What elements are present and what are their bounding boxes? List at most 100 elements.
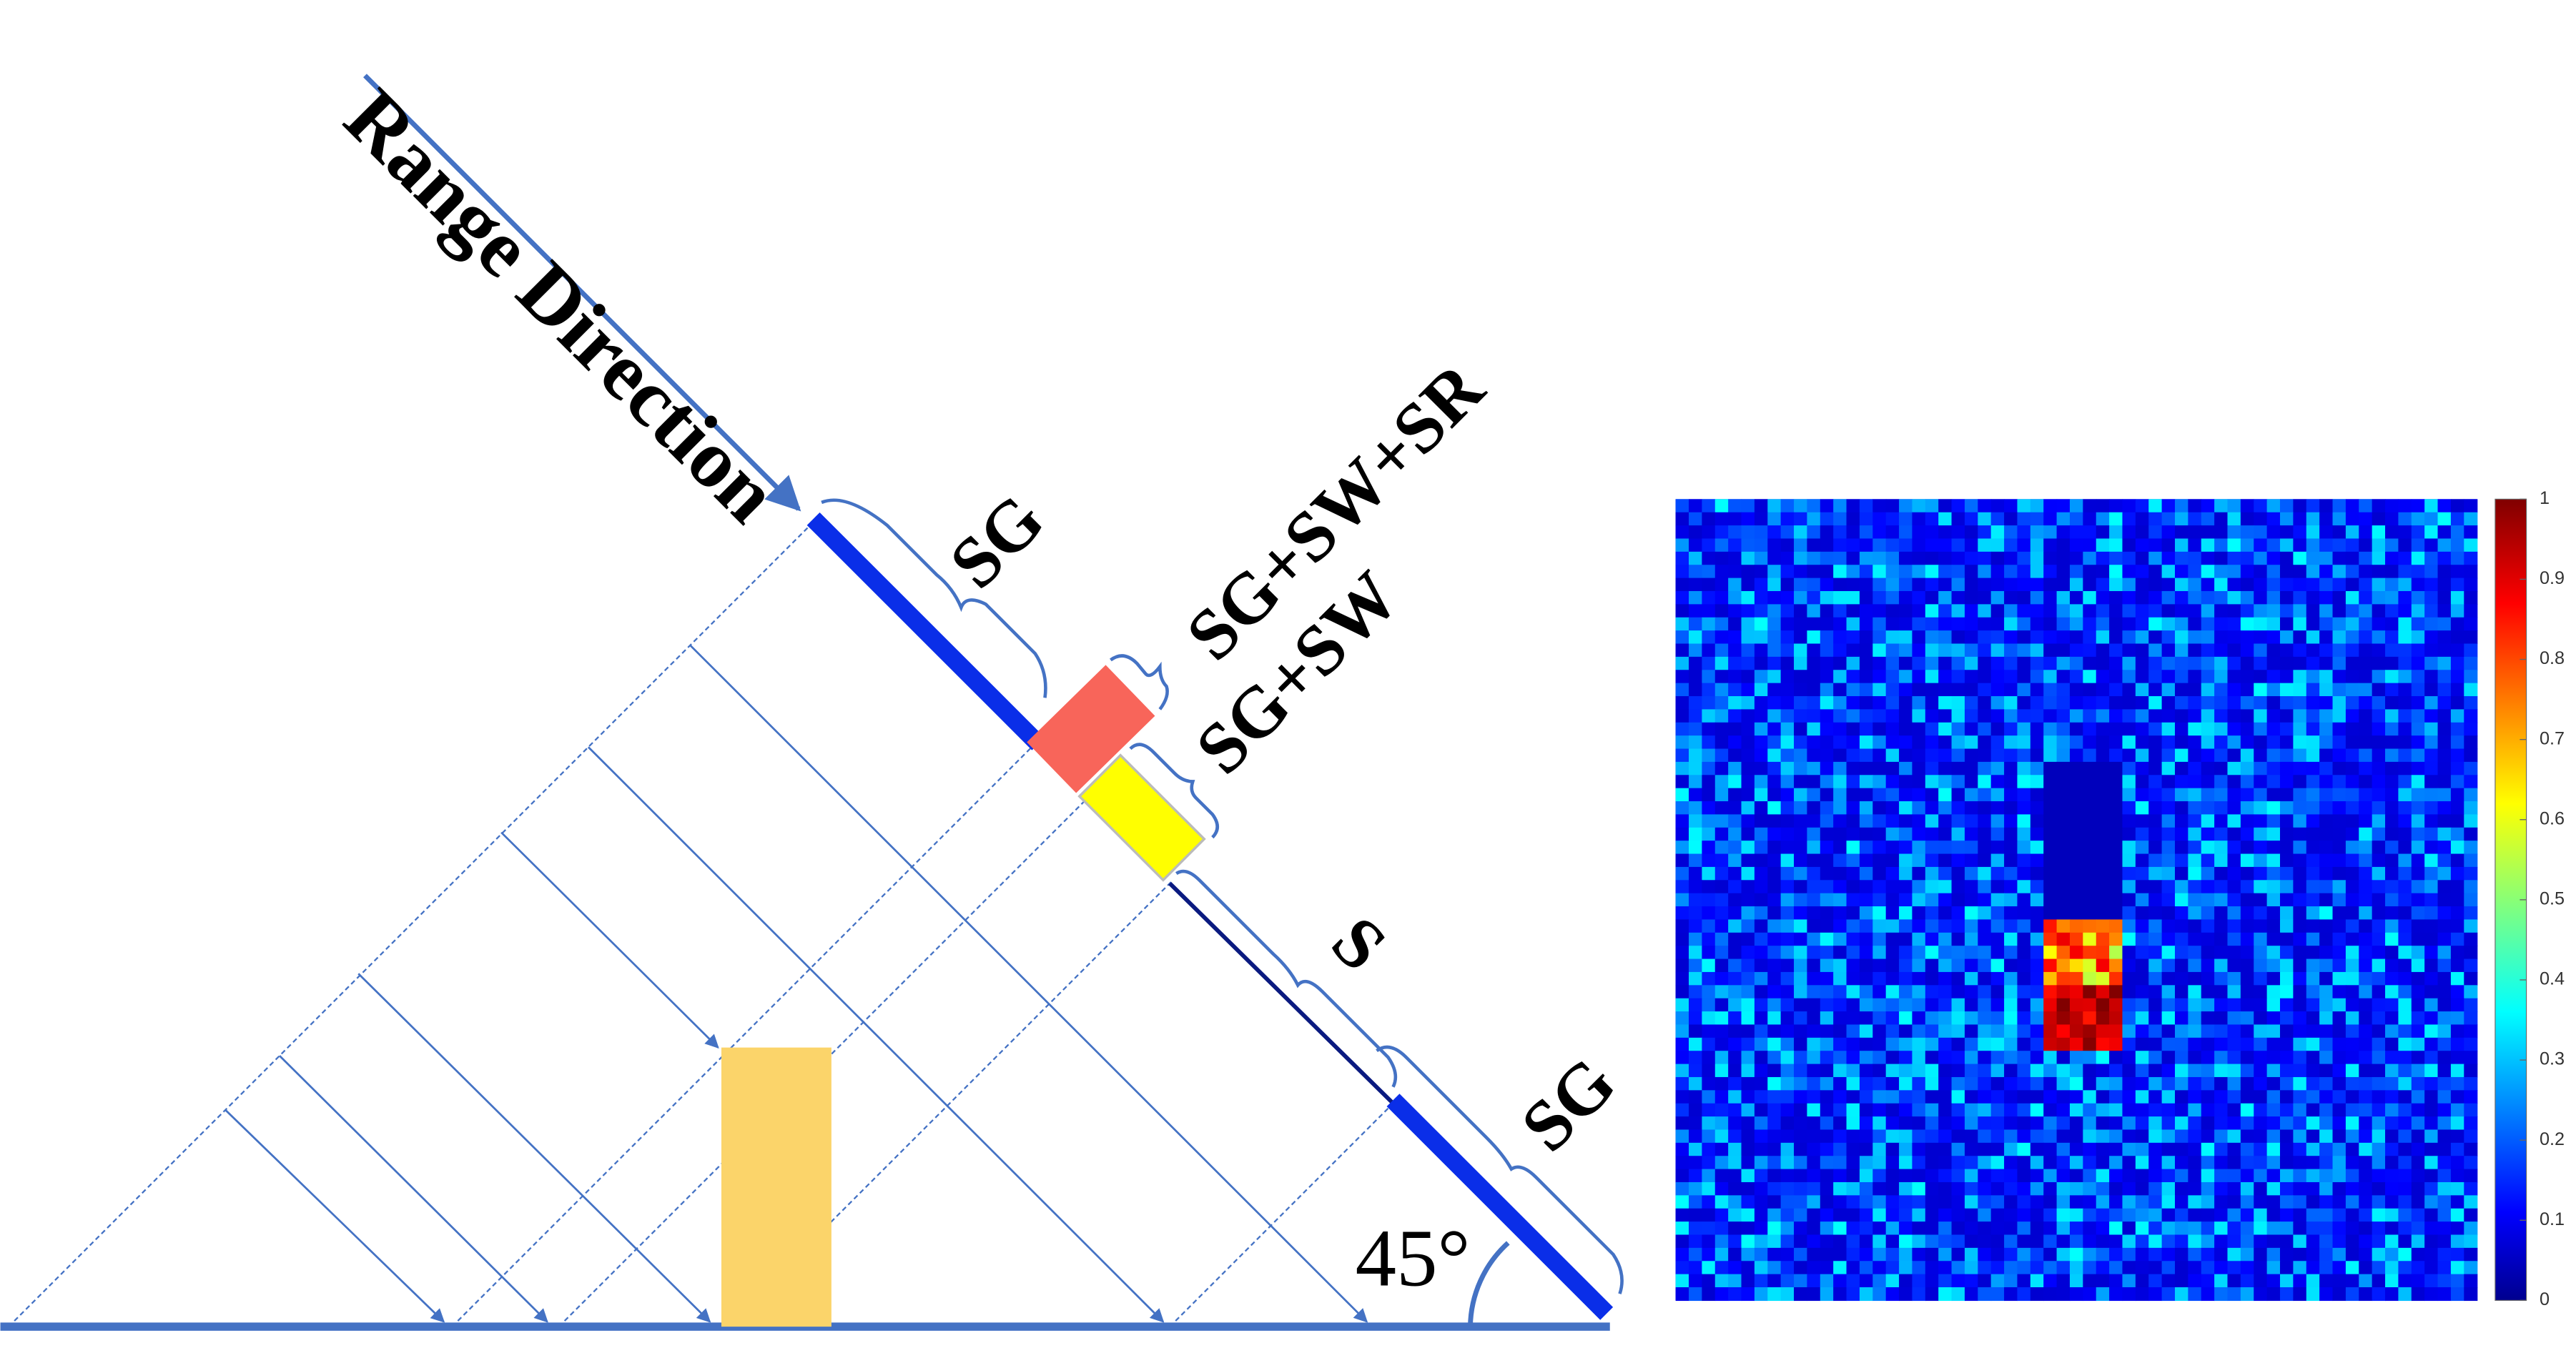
image-cell: [2096, 841, 2110, 855]
image-cell: [2174, 1090, 2189, 1104]
image-cell: [1938, 656, 1953, 670]
image-cell: [2332, 1090, 2346, 1104]
image-cell: [2109, 525, 2123, 540]
image-cell: [1978, 1195, 1992, 1209]
image-cell: [2227, 683, 2241, 697]
image-cell: [2227, 1024, 2241, 1039]
image-cell: [1754, 814, 1768, 828]
image-cell: [2148, 643, 2163, 658]
image-cell: [1912, 775, 1926, 789]
image-cell: [1741, 866, 1755, 881]
image-cell: [2083, 735, 2097, 750]
image-cell: [1872, 1181, 1887, 1196]
image-cell: [2306, 1274, 2320, 1288]
image-cell: [1899, 578, 1913, 592]
image-cell: [2450, 709, 2464, 723]
image-cell: [2411, 512, 2425, 526]
image-cell: [2161, 971, 2176, 986]
image-cell: [1912, 1195, 1926, 1209]
image-cell: [2411, 1181, 2425, 1196]
image-cell: [1990, 1234, 2005, 1249]
image-cell: [2450, 1037, 2464, 1051]
image-cell: [2411, 1129, 2425, 1144]
image-cell: [2372, 512, 2386, 526]
image-cell: [2135, 748, 2149, 763]
image-cell: [1714, 1181, 1729, 1196]
image-cell: [2359, 1024, 2373, 1039]
image-cell: [2359, 985, 2373, 999]
image-cell: [2293, 683, 2307, 697]
image-cell: [2332, 1169, 2346, 1183]
image-cell: [2109, 1247, 2123, 1262]
image-cell: [2122, 1037, 2136, 1051]
image-cell: [1794, 670, 1808, 684]
image-cell: [1833, 1116, 1847, 1131]
image-cell: [2096, 578, 2110, 592]
image-cell: [2372, 801, 2386, 816]
image-cell: [1794, 1156, 1808, 1170]
image-cell: [2385, 919, 2399, 933]
image-cell: [2227, 1156, 2241, 1170]
image-cell: [1964, 512, 1979, 526]
image-cell: [1689, 1247, 1703, 1262]
image-cell: [1820, 946, 1834, 960]
image-cell: [2398, 1103, 2412, 1117]
image-cell: [2240, 1208, 2254, 1222]
image-cell: [2359, 709, 2373, 723]
image-cell: [2411, 841, 2425, 855]
image-cell: [2319, 630, 2334, 645]
image-cell: [2174, 565, 2189, 579]
image-cell: [1859, 1051, 1873, 1065]
image-cell: [1675, 1208, 1689, 1222]
image-cell: [2254, 1011, 2268, 1026]
image-cell: [2174, 551, 2189, 565]
image-cell: [1728, 1024, 1742, 1039]
image-cell: [2306, 538, 2320, 552]
image-cell: [1675, 880, 1689, 894]
image-cell: [2240, 1261, 2254, 1275]
image-cell: [2345, 525, 2359, 540]
image-cell: [2109, 578, 2123, 592]
image-cell: [2450, 985, 2464, 999]
image-cell: [2332, 893, 2346, 907]
image-cell: [2411, 538, 2425, 552]
image-cell: [2385, 1116, 2399, 1131]
image-cell: [1912, 722, 1926, 736]
image-cell: [2227, 1051, 2241, 1065]
image-cell: [1990, 971, 2005, 986]
image-cell: [1872, 1090, 1887, 1104]
image-cell: [2083, 1156, 2097, 1170]
image-cell: [2424, 590, 2439, 605]
image-cell: [2254, 1090, 2268, 1104]
image-cell: [2293, 998, 2307, 1012]
image-cell: [2227, 1090, 2241, 1104]
image-cell: [2450, 1156, 2464, 1170]
image-cell: [2214, 1274, 2229, 1288]
image-cell: [2437, 1116, 2452, 1131]
image-cell: [2372, 853, 2386, 868]
image-cell: [2174, 656, 2189, 670]
image-cell: [1833, 1024, 1847, 1039]
image-cell: [1859, 841, 1873, 855]
image-cell: [2319, 1116, 2334, 1131]
image-cell: [2306, 971, 2320, 986]
image-cell: [1714, 1129, 1729, 1144]
image-cell: [2319, 1208, 2334, 1222]
image-cell: [2411, 499, 2425, 513]
image-cell: [2345, 998, 2359, 1012]
colorbar-tick-label: 0.3: [2540, 1049, 2565, 1069]
image-cell: [1912, 985, 1926, 999]
image-cell: [1859, 853, 1873, 868]
image-cell: [2411, 1037, 2425, 1051]
image-cell: [1899, 551, 1913, 565]
image-cell: [1978, 946, 1992, 960]
image-cell: [2398, 1064, 2412, 1078]
image-cell: [1925, 801, 1939, 816]
image-cell: [1885, 919, 1900, 933]
image-cell: [1990, 722, 2005, 736]
image-cell: [1702, 1247, 1716, 1262]
image-cell: [1767, 1234, 1782, 1249]
image-cell: [1833, 630, 1847, 645]
image-cell: [2319, 1261, 2334, 1275]
image-cell: [2174, 643, 2189, 658]
